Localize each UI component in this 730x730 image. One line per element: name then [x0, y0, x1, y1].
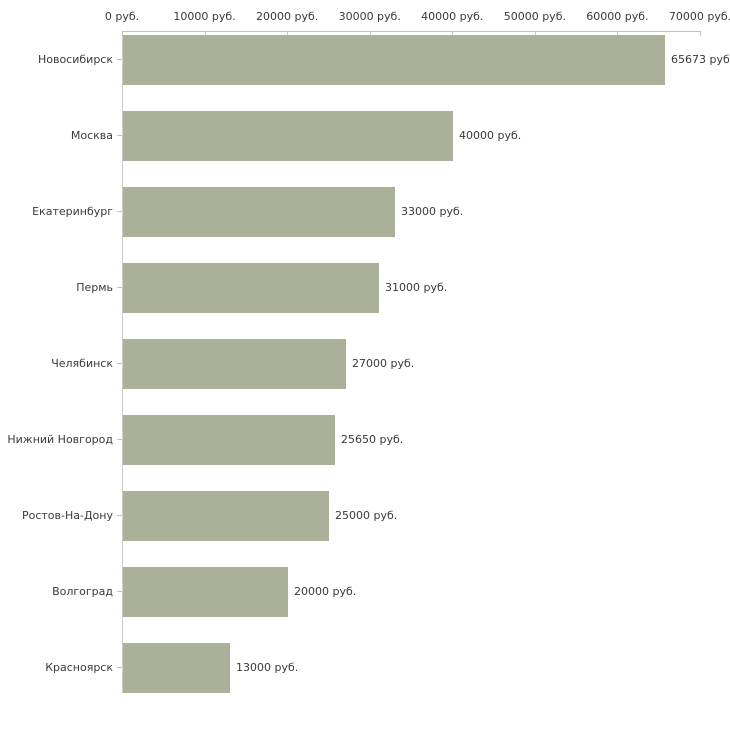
y-axis-tick-mark — [117, 363, 122, 364]
x-axis-tick-label: 40000 руб. — [421, 10, 484, 23]
category-label: Новосибирск — [37, 53, 113, 66]
x-axis-tick-mark — [287, 31, 289, 36]
y-axis-tick-mark — [117, 591, 122, 592]
x-axis-line — [122, 31, 701, 32]
bar-row: Ростов-На-Дону 25000 руб. — [0, 487, 730, 563]
bar-row: Нижний Новгород 25650 руб. — [0, 411, 730, 487]
x-axis-tick-mark — [204, 31, 206, 36]
bar-row: Москва 40000 руб. — [0, 107, 730, 183]
value-label: 20000 руб. — [294, 585, 357, 598]
value-label: 40000 руб. — [459, 129, 522, 142]
y-axis-tick-mark — [117, 135, 122, 136]
value-label: 31000 руб. — [385, 281, 448, 294]
x-axis-tick-mark — [452, 31, 454, 36]
category-label: Нижний Новгород — [7, 433, 113, 446]
y-axis-tick-mark — [117, 211, 122, 212]
x-axis-tick-mark — [617, 31, 619, 36]
x-axis-tick-mark — [700, 31, 701, 36]
x-axis-tick-mark — [122, 31, 123, 36]
bar-row: Красноярск 13000 руб. — [0, 639, 730, 715]
category-label: Екатеринбург — [32, 205, 113, 218]
value-label: 25000 руб. — [335, 509, 398, 522]
x-axis-tick-mark — [369, 31, 371, 36]
bar-row: Новосибирск 65673 руб. — [0, 31, 730, 107]
bar — [123, 491, 329, 541]
value-label: 25650 руб. — [341, 433, 404, 446]
x-axis-tick-label: 10000 руб. — [173, 10, 236, 23]
y-axis-tick-mark — [117, 439, 122, 440]
x-axis-tick-label: 50000 руб. — [503, 10, 566, 23]
bar — [123, 643, 230, 693]
category-label: Челябинск — [51, 357, 113, 370]
category-label: Ростов-На-Дону — [21, 509, 113, 522]
y-axis-tick-mark — [117, 287, 122, 288]
category-label: Красноярск — [45, 661, 113, 674]
plot-area: Новосибирск 65673 руб. Москва 40000 руб. Ека… — [0, 31, 730, 715]
x-axis-tick-label: 0 руб. — [104, 10, 140, 23]
value-label: 27000 руб. — [352, 357, 415, 370]
bar-row: Екатеринбург 33000 руб. — [0, 183, 730, 259]
value-label: 33000 руб. — [401, 205, 464, 218]
bar — [123, 187, 395, 237]
x-axis-tick-mark — [534, 31, 536, 36]
bar — [123, 339, 346, 389]
category-label: Волгоград — [52, 585, 113, 598]
y-axis-line — [122, 32, 123, 693]
bar — [123, 35, 665, 85]
bar-row: Пермь 31000 руб. — [0, 259, 730, 335]
y-axis-tick-mark — [117, 667, 122, 668]
bar-row: Волгоград 20000 руб. — [0, 563, 730, 639]
bar-row: Челябинск 27000 руб. — [0, 335, 730, 411]
bar — [123, 111, 453, 161]
x-axis-tick-label: 70000 руб. — [668, 10, 730, 23]
bar — [123, 567, 288, 617]
category-label: Пермь — [76, 281, 113, 294]
value-label: 13000 руб. — [236, 661, 299, 674]
bar — [123, 415, 335, 465]
value-label: 65673 руб. — [671, 53, 730, 66]
y-axis-tick-mark — [117, 59, 122, 60]
x-axis-tick-label: 30000 руб. — [338, 10, 401, 23]
x-axis-tick-label: 20000 руб. — [256, 10, 319, 23]
y-axis-tick-mark — [117, 515, 122, 516]
bar — [123, 263, 379, 313]
category-label: Москва — [70, 129, 113, 142]
x-axis-tick-label: 60000 руб. — [586, 10, 649, 23]
